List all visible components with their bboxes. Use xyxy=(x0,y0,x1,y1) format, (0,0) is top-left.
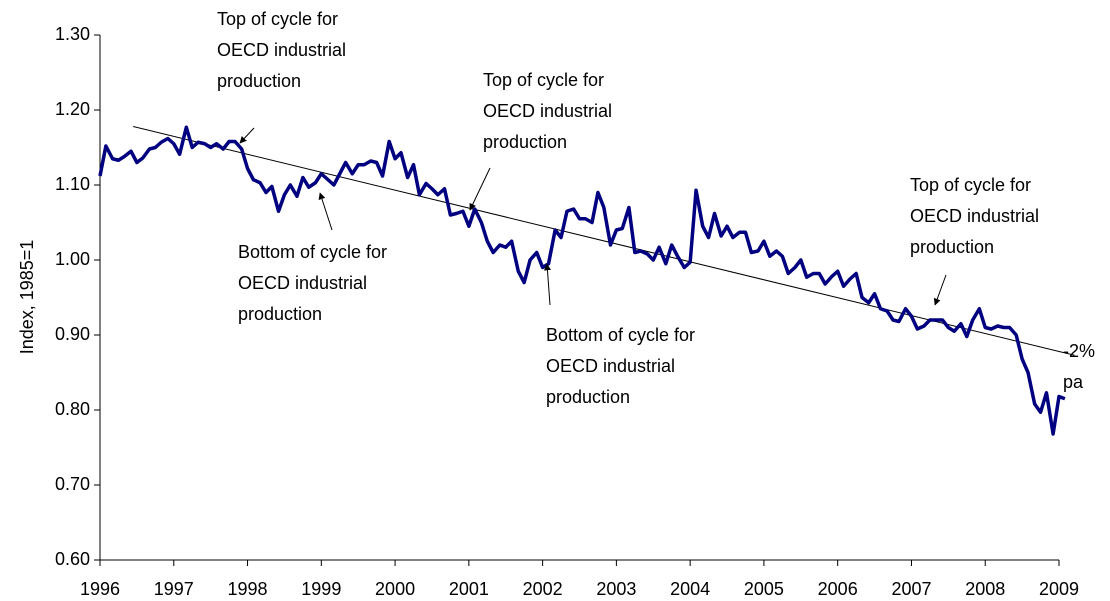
trend-line xyxy=(133,126,1075,356)
annotation: -2% pa xyxy=(1063,341,1095,392)
annotation-line: production xyxy=(546,387,630,407)
annotation-line: Bottom of cycle for xyxy=(546,325,695,345)
annotation-line: OECD industrial xyxy=(483,101,612,121)
annotation: Bottom of cycle for OECD industrial produc… xyxy=(546,325,695,407)
x-tick-label: 2003 xyxy=(596,579,636,599)
y-tick-label: 1.30 xyxy=(55,24,90,44)
annotation-line: production xyxy=(483,132,567,152)
annotation: Top of cycle for OECD industrial productio… xyxy=(217,9,346,91)
annotation-arrow xyxy=(543,263,551,306)
y-tick-label: 1.00 xyxy=(55,249,90,269)
x-tick-label: 2008 xyxy=(965,579,1005,599)
x-tick-label: 2007 xyxy=(891,579,931,599)
annotation: Top of cycle for OECD industrial productio… xyxy=(910,175,1039,257)
annotation: Bottom of cycle for OECD industrial produc… xyxy=(238,242,387,324)
annotation-line: Top of cycle for xyxy=(217,9,338,29)
x-tick-label: 2004 xyxy=(670,579,710,599)
y-tick-label: 0.70 xyxy=(55,474,90,494)
x-tick-label: 2006 xyxy=(818,579,858,599)
annotation-line: Top of cycle for xyxy=(483,70,604,90)
y-tick-label: 0.80 xyxy=(55,399,90,419)
annotation-line: Top of cycle for xyxy=(910,175,1031,195)
x-tick-label: 1996 xyxy=(80,579,120,599)
annotation-arrow xyxy=(318,192,333,231)
y-tick-label: 1.20 xyxy=(55,99,90,119)
annotation-line: production xyxy=(217,71,301,91)
y-tick-label: 0.60 xyxy=(55,549,90,569)
annotation-line: -2% xyxy=(1063,341,1095,361)
x-tick-label: 2000 xyxy=(375,579,415,599)
y-axis-label: Index, 1985=1 xyxy=(17,240,37,355)
annotation-line: OECD industrial xyxy=(546,356,675,376)
annotation-line: production xyxy=(910,237,994,257)
x-tick-label: 1997 xyxy=(154,579,194,599)
y-tick-label: 1.10 xyxy=(55,174,90,194)
y-tick-label: 0.90 xyxy=(55,324,90,344)
annotation-line: OECD industrial xyxy=(238,273,367,293)
annotation-line: OECD industrial xyxy=(910,206,1039,226)
annotation-arrow xyxy=(469,167,491,211)
x-tick-label: 2009 xyxy=(1039,579,1079,599)
annotation-arrow xyxy=(239,127,255,144)
x-tick-label: 1999 xyxy=(301,579,341,599)
annotation-line: OECD industrial xyxy=(217,40,346,60)
annotation-line: Bottom of cycle for xyxy=(238,242,387,262)
annotation-line: production xyxy=(238,304,322,324)
x-tick-label: 2002 xyxy=(523,579,563,599)
x-tick-label: 1998 xyxy=(228,579,268,599)
x-tick-label: 2001 xyxy=(449,579,489,599)
annotation-line: pa xyxy=(1063,372,1084,392)
annotation-arrow xyxy=(933,274,947,306)
annotation: Top of cycle for OECD industrial productio… xyxy=(483,70,612,152)
data-line xyxy=(98,125,1066,436)
x-tick-label: 2005 xyxy=(744,579,784,599)
